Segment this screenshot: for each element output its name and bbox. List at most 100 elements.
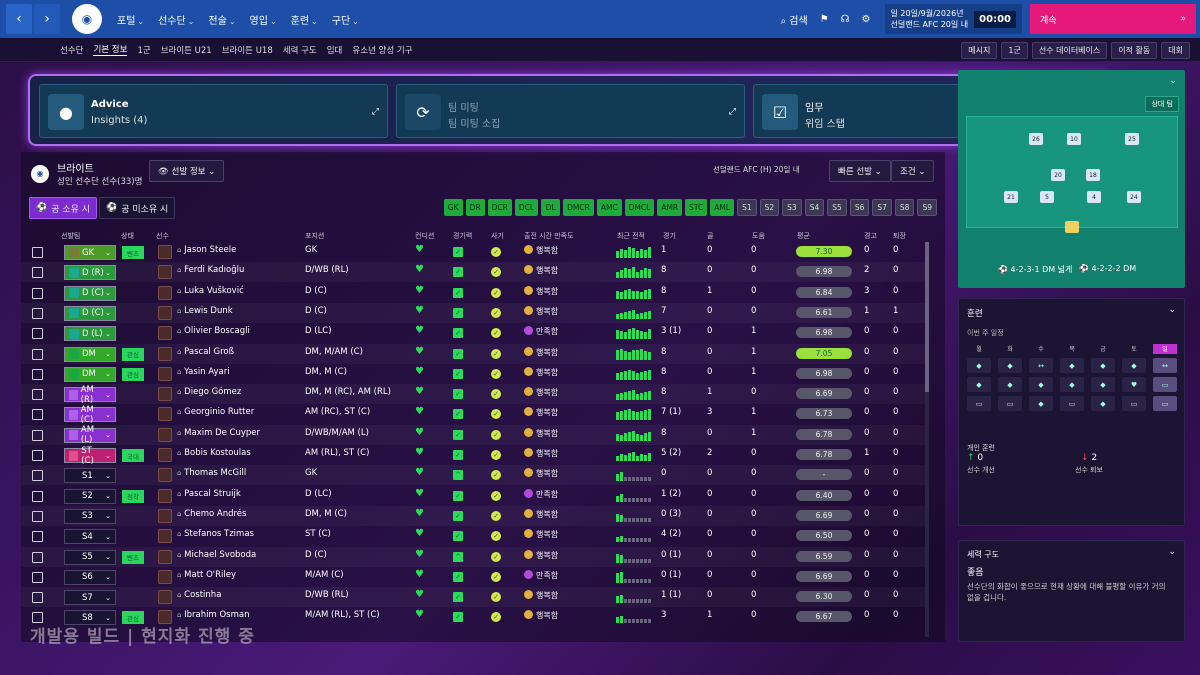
player-name[interactable]: ⌂ Lewis Dunk	[177, 306, 233, 316]
training-session-icon[interactable]: ◆	[1060, 358, 1084, 373]
opponent-button[interactable]: 상대 팀	[1145, 96, 1179, 112]
column-header[interactable]: 평균	[797, 232, 810, 240]
training-day[interactable]: 목	[1069, 346, 1075, 353]
training-day[interactable]: 금	[1100, 346, 1106, 353]
player-name[interactable]: ⌂ Olivier Boscagli	[177, 326, 250, 336]
player-name[interactable]: ⌂ Thomas McGill	[177, 468, 246, 478]
training-session-icon[interactable]: ◆	[1091, 377, 1115, 392]
position-filter-dmcl[interactable]: DMCL	[624, 199, 655, 216]
position-filter-s2[interactable]: S2	[759, 199, 780, 216]
pitch-player[interactable]: 18	[1086, 169, 1100, 181]
select-checkbox[interactable]	[32, 531, 43, 543]
player-name[interactable]: ⌂ Costinha	[177, 590, 221, 600]
position-select[interactable]: AM (C) ⌄	[64, 405, 116, 425]
player-name[interactable]: ⌂ Jason Steele	[177, 245, 236, 255]
training-session-icon[interactable]: ◆	[1029, 377, 1053, 392]
position-filter-dr[interactable]: DR	[465, 199, 485, 216]
column-header[interactable]: 포지션	[305, 232, 325, 240]
player-name[interactable]: ⌂ Michael Svoboda	[177, 550, 256, 560]
player-name[interactable]: ⌂ Ferdi Kadıoğlu	[177, 265, 244, 275]
column-header[interactable]: 경기	[663, 232, 676, 240]
training-session-icon[interactable]: ◆	[998, 377, 1022, 392]
messages-button[interactable]: 메시지	[961, 42, 998, 59]
position-select[interactable]: DM ⌄	[64, 366, 116, 382]
chevron-down-icon[interactable]: ⌄	[1168, 547, 1176, 557]
table-row[interactable]: D (C) ⌄ ⌂ Lewis Dunk D (C) ♥ ✓ ✓ 행복함 7 0 0 6.61 1 1	[21, 302, 926, 323]
player-name[interactable]: ⌂ Luka Vušković	[177, 286, 244, 296]
table-row[interactable]: ST (C) ⌄ 국대 ⌂ Bobis Kostoulas AM (RL), ST (C…	[21, 445, 926, 466]
training-session-icon[interactable]: ↔	[1153, 358, 1177, 373]
position-filter-dl[interactable]: DL	[541, 199, 561, 216]
table-row[interactable]: AM (C) ⌄ ⌂ Georginio Rutter AM (RC), ST (C)…	[21, 404, 926, 425]
table-row[interactable]: AM (L) ⌄ ⌂ Maxim De Cuyper D/WB/M/AM (L) ♥ ✓ ✓…	[21, 424, 926, 445]
training-day[interactable]: 화	[1007, 346, 1013, 353]
date-box[interactable]: 일 20일/9월/2026년 선덜랜드 AFC 20일 내 00:00	[884, 4, 1022, 34]
select-checkbox[interactable]	[32, 389, 43, 401]
select-checkbox[interactable]	[32, 307, 43, 319]
select-checkbox[interactable]	[32, 571, 43, 583]
player-name[interactable]: ⌂ Chemo Andrés	[177, 509, 246, 519]
expand-icon[interactable]: ⤢	[371, 107, 379, 117]
column-header[interactable]: 골	[707, 232, 714, 240]
condition-dropdown[interactable]: 조건 ⌄	[891, 160, 935, 182]
select-checkbox[interactable]	[32, 409, 43, 421]
competitions-button[interactable]: 대회	[1161, 42, 1190, 59]
player-name[interactable]: ⌂ Stefanos Tzimas	[177, 529, 254, 539]
player-name[interactable]: ⌂ Diego Gómez	[177, 387, 241, 397]
pitch-player[interactable]: 4	[1087, 191, 1101, 203]
training-session-icon[interactable]: ▭	[1153, 396, 1177, 411]
subnav-first-team[interactable]: 1군	[137, 45, 151, 56]
column-header[interactable]: 선발팀	[61, 232, 81, 240]
select-checkbox[interactable]	[32, 490, 43, 502]
position-select[interactable]: AM (L) ⌄	[64, 425, 116, 445]
player-name[interactable]: ⌂ Georginio Rutter	[177, 407, 254, 417]
select-checkbox[interactable]	[32, 470, 43, 482]
table-row[interactable]: AM (R) ⌄ ⌂ Diego Gómez DM, M (RC), AM (RL) ♥…	[21, 384, 926, 405]
position-filter-dcr[interactable]: DCR	[487, 199, 512, 216]
position-select[interactable]: S4 ⌄	[64, 529, 116, 545]
training-session-icon[interactable]: ◆	[1091, 358, 1115, 373]
position-select[interactable]: S3 ⌄	[64, 508, 116, 524]
training-day[interactable]: 일	[1153, 344, 1177, 354]
first-team-button[interactable]: 1군	[1001, 42, 1028, 59]
position-filter-s8[interactable]: S8	[894, 199, 915, 216]
position-filter-s3[interactable]: S3	[782, 199, 802, 216]
position-select[interactable]: D (R) ⌄	[64, 265, 116, 281]
select-checkbox[interactable]	[32, 348, 43, 360]
training-session-icon[interactable]: ◆	[998, 358, 1022, 373]
next-match[interactable]: 선덜랜드 AFC (H) 20일 내	[713, 165, 800, 174]
training-day[interactable]: 월	[976, 346, 982, 353]
table-row[interactable]: DM ⌄ 관심 ⌂ Pascal Groß DM, M/AM (C) ♥ ✓ ✓ 행복함 8 0 1 7…	[21, 343, 926, 364]
position-select[interactable]: S1 ⌄	[64, 468, 116, 484]
notification-icon[interactable]: ☊	[840, 13, 850, 25]
column-header[interactable]: 상태	[121, 232, 134, 240]
position-select[interactable]: S7 ⌄	[64, 590, 116, 606]
pitch-player[interactable]: 20	[1051, 169, 1065, 181]
select-checkbox[interactable]	[32, 551, 43, 563]
position-select[interactable]: S2 ⌄	[64, 488, 116, 504]
player-name[interactable]: ⌂ Pascal Struijk	[177, 489, 241, 499]
expand-icon[interactable]: ⤢	[728, 107, 736, 117]
column-header[interactable]: 경기력	[453, 232, 473, 240]
subnav-overview[interactable]: 기본 정보	[93, 45, 128, 56]
position-filter-s9[interactable]: S9	[917, 199, 937, 216]
position-select[interactable]: DM ⌄	[64, 346, 116, 362]
menu-recruitment[interactable]: 영입 ⌄	[249, 15, 277, 27]
table-row[interactable]: DM ⌄ 관심 ⌂ Yasin Ayari DM, M (C) ♥ ✓ ✓ 행복함 8 0 1 6.98…	[21, 364, 926, 384]
menu-portal[interactable]: 포털 ⌄	[117, 15, 145, 27]
table-scrollbar[interactable]	[925, 242, 929, 637]
position-select[interactable]: S5 ⌄	[64, 549, 116, 565]
position-filter-s5[interactable]: S5	[827, 199, 847, 216]
select-checkbox[interactable]	[32, 368, 43, 380]
select-checkbox[interactable]	[32, 612, 43, 624]
select-checkbox[interactable]	[32, 429, 43, 441]
subnav-u18[interactable]: 브라이튼 U18	[221, 45, 273, 56]
pitch-player[interactable]: 24	[1127, 191, 1141, 203]
position-select[interactable]: D (C) ⌄	[64, 285, 116, 301]
tactics-pitch[interactable]: 26 10 25 20 18 21 5 4 24	[966, 116, 1178, 233]
position-filter-stc[interactable]: STC	[685, 199, 708, 216]
player-name[interactable]: ⌂ Bobis Kostoulas	[177, 448, 251, 458]
player-name[interactable]: ⌂ Yasin Ayari	[177, 367, 230, 377]
status-badge[interactable]: 벤츠	[122, 246, 144, 259]
column-header[interactable]: 최근 전적	[617, 232, 645, 240]
